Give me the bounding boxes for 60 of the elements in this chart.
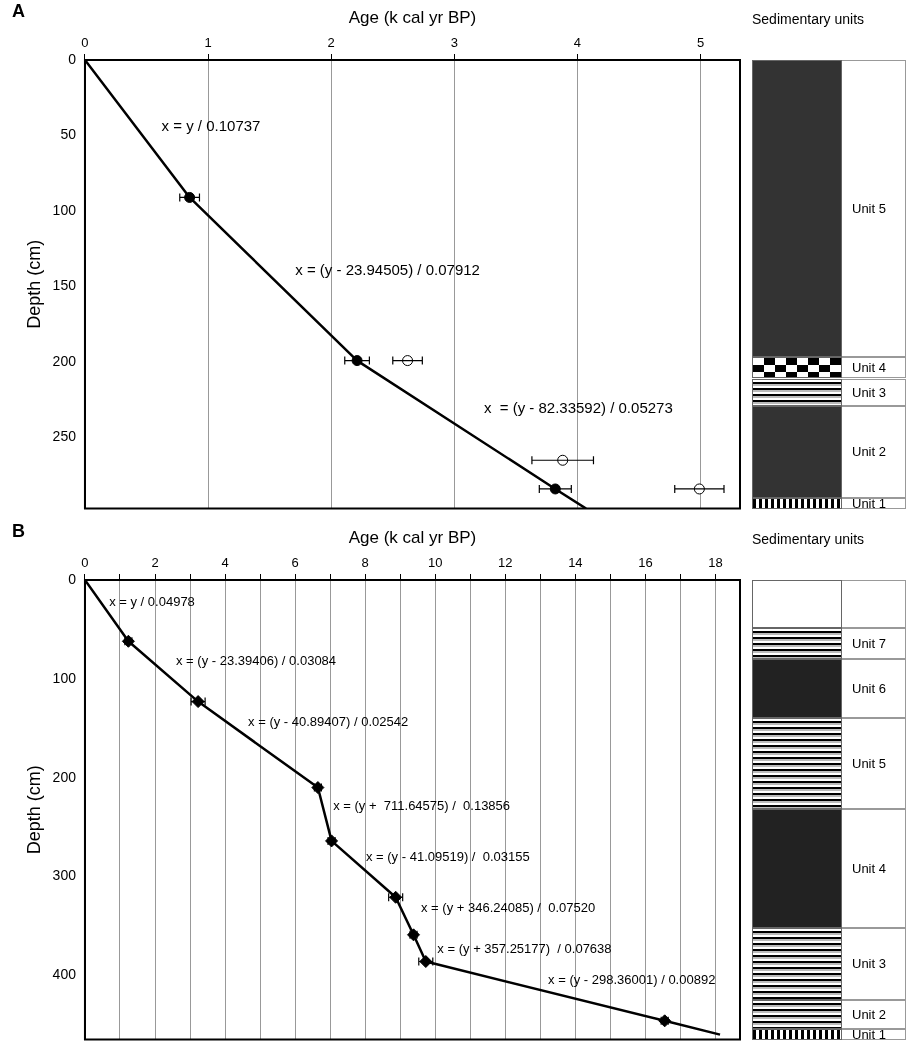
x-tick-label: 14 [568, 554, 583, 570]
x-tick-label: 10 [428, 554, 443, 570]
annotation: x = (y + 357.25177) / 0.07638 [437, 941, 612, 957]
point [351, 355, 363, 367]
annotation: x = y / 0.10737 [161, 116, 261, 134]
x-tick-label: 12 [498, 554, 513, 570]
text: Unit 1 [852, 1027, 886, 1043]
y-tick-label: 0 [68, 50, 77, 67]
x-tick-label: 4 [221, 554, 229, 570]
text: Unit 5 [852, 756, 886, 772]
y-tick-label: 200 [52, 352, 77, 369]
y-tick-label: 50 [60, 126, 77, 143]
text: Unit 3 [852, 956, 886, 972]
annotation: x = y / 0.04978 [109, 594, 195, 610]
annotation: x = (y - 40.89407) / 0.02542 [248, 714, 409, 730]
x-tick-label: 8 [361, 554, 369, 570]
text: Unit 2 [852, 444, 886, 460]
text: Unit 1 [852, 495, 886, 511]
y-tick-label: 250 [52, 428, 77, 445]
annotation: x = (y - 41.09519) / 0.03155 [365, 849, 530, 865]
x-tick-label: 0 [81, 554, 89, 570]
y-axis-title: Depth (cm) [23, 765, 44, 855]
x-tick-label: 2 [327, 34, 335, 50]
y-tick-label: 100 [52, 669, 77, 686]
annotation: x = (y - 23.94505) / 0.07912 [295, 261, 480, 279]
x-tick-label: 3 [450, 34, 458, 50]
x-tick-label: 1 [204, 34, 212, 50]
y-tick-label: 0 [68, 570, 77, 587]
annotation: x = (y - 82.33592) / 0.05273 [483, 399, 673, 417]
y-tick-label: 400 [52, 966, 77, 983]
y-axis-title: Depth (cm) [23, 239, 44, 329]
text: Unit 4 [852, 861, 886, 877]
x-axis-title: Age (k cal yr BP) [348, 527, 477, 547]
text: Unit 6 [852, 681, 886, 697]
annotation: x = (y - 298.36001) / 0.00892 [548, 971, 716, 987]
annotation: x = (y + 346.24085) / 0.07520 [420, 899, 596, 915]
x-tick-label: 2 [151, 554, 159, 570]
chart-title: B [12, 520, 25, 541]
text: Sedimentary units [752, 531, 865, 547]
x-tick-label: 18 [708, 554, 723, 570]
annotation: x = (y - 23.39406) / 0.03084 [176, 653, 337, 669]
y-tick-label: 100 [52, 201, 77, 218]
y-tick-label: 150 [52, 277, 77, 294]
y-tick-label: 300 [52, 867, 77, 884]
x-tick-label: 16 [638, 554, 653, 570]
point [184, 191, 196, 203]
text: Unit 5 [852, 201, 886, 217]
x-tick-label: 5 [696, 34, 705, 50]
x-tick-label: 6 [291, 554, 299, 570]
text: Unit 4 [852, 360, 886, 376]
y-tick-label: 200 [52, 768, 77, 785]
x-axis-title: Age (k cal yr BP) [348, 7, 477, 27]
text: Sedimentary units [752, 11, 865, 27]
text: Unit 3 [852, 384, 886, 400]
annotation: x = (y + 711.64575) / 0.13856 [333, 797, 511, 813]
chart-title: A [12, 0, 25, 21]
x-tick-label: 0 [81, 34, 89, 50]
text: Unit 7 [852, 636, 886, 652]
x-tick-label: 4 [573, 34, 582, 50]
text: Unit 2 [852, 1007, 886, 1023]
